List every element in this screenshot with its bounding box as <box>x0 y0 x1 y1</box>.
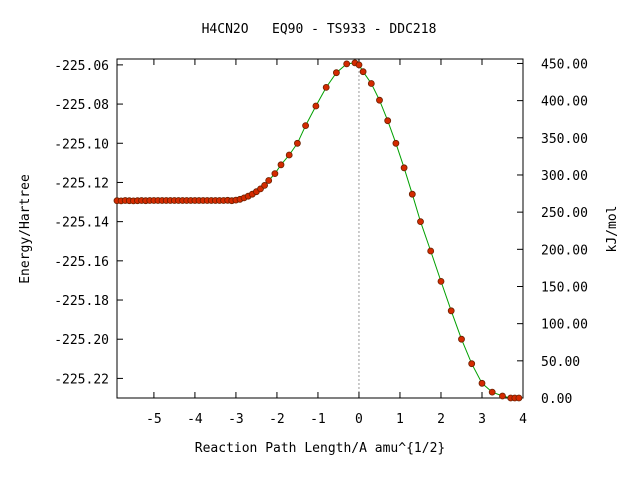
y-tick-label: -225.08 <box>54 98 109 113</box>
data-point <box>478 379 486 387</box>
y2-tick-label: 100.00 <box>541 318 588 333</box>
data-point <box>499 392 506 400</box>
data-point <box>392 139 400 147</box>
y-tick-label: -225.18 <box>54 294 109 309</box>
data-point <box>285 151 293 159</box>
y2-tick-label: 400.00 <box>541 95 588 110</box>
plot-frame <box>116 58 524 399</box>
x-tick-label: 1 <box>396 412 404 427</box>
data-point <box>376 96 383 104</box>
y2-tick-label: 450.00 <box>541 57 588 72</box>
data-point <box>265 177 273 184</box>
y-axis-label: Energy/Hartree <box>18 174 33 284</box>
y-tick-label: -225.20 <box>54 333 109 348</box>
x-tick-label: -3 <box>228 412 244 427</box>
x-tick-label: -1 <box>310 412 326 427</box>
data-point <box>322 84 330 91</box>
x-axis-label: Reaction Path Length/A amu^{1/2} <box>195 441 445 456</box>
chart-title: H4CN2O EQ90 - TS933 - DDC218 <box>202 22 437 37</box>
data-point <box>293 139 301 147</box>
data-point <box>417 218 424 226</box>
y2-axis-label: kJ/mol <box>605 206 620 253</box>
axes: -5 -4 -3 -2 -1 0 1 2 3 4 -225.06 -225.08 -225.10 -225… <box>54 57 588 427</box>
x-tick-label: 3 <box>478 412 486 427</box>
data-point <box>488 388 496 396</box>
data-point <box>355 61 363 69</box>
data-point <box>408 190 416 198</box>
x-tick-label: 4 <box>519 412 527 427</box>
data-point <box>447 307 455 315</box>
data-point <box>367 80 375 87</box>
data-point <box>437 277 445 285</box>
x-tick-label: 2 <box>437 412 445 427</box>
data-point <box>302 122 310 129</box>
x-tick-label: -2 <box>269 412 285 427</box>
y-tick-label: -225.10 <box>54 137 109 152</box>
data-point <box>261 181 269 189</box>
data-point <box>427 247 435 255</box>
data-point <box>277 161 285 169</box>
x-tick-label: 0 <box>355 412 363 427</box>
y-tick-label: -225.16 <box>54 255 109 270</box>
y-tick-label: -225.12 <box>54 176 109 191</box>
y2-tick-label: 350.00 <box>541 132 588 147</box>
y-tick-label: -225.22 <box>54 372 109 387</box>
data-point <box>400 164 408 172</box>
y2-tick-label: 200.00 <box>541 243 588 258</box>
data-point <box>384 117 392 125</box>
data-point <box>343 60 351 68</box>
y2-tick-label: 0.00 <box>541 392 572 407</box>
data-point <box>515 394 523 402</box>
y2-tick-label: 150.00 <box>541 280 588 295</box>
y2-tick-label: 300.00 <box>541 169 588 184</box>
energy-curve <box>116 62 519 399</box>
x-tick-label: -5 <box>146 412 162 427</box>
data-point <box>468 360 476 368</box>
data-points <box>113 59 523 402</box>
data-point <box>332 69 340 77</box>
y2-tick-label: 50.00 <box>541 355 580 370</box>
y2-tick-label: 250.00 <box>541 206 588 221</box>
data-point <box>458 335 465 343</box>
x-tick-label: -4 <box>187 412 203 427</box>
data-point <box>312 102 320 110</box>
y-tick-label: -225.06 <box>54 59 109 74</box>
data-point <box>359 68 367 76</box>
data-point <box>271 170 279 178</box>
y-tick-label: -225.14 <box>54 216 109 231</box>
